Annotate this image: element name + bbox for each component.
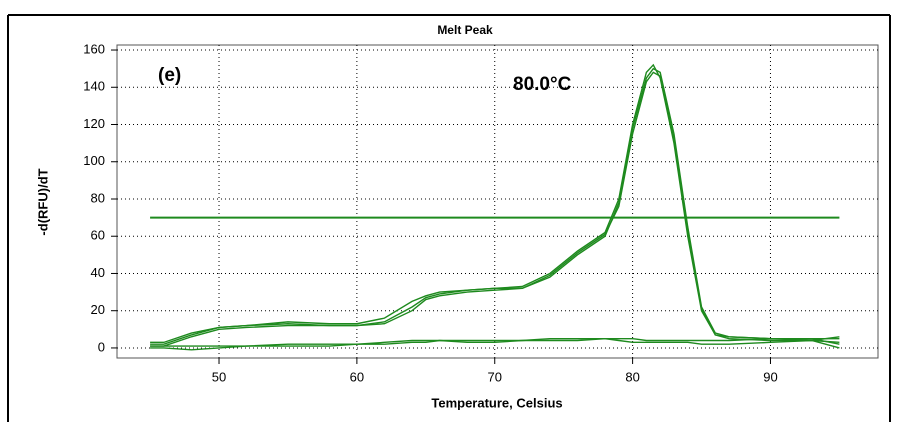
- x-tick-label: 70: [488, 369, 502, 384]
- melt-curve: [150, 337, 840, 349]
- y-tick-label: 160: [83, 41, 105, 56]
- y-axis-label: -d(RFU)/dT: [35, 168, 50, 235]
- plot-area: [116, 44, 879, 359]
- annotation: 80.0°C: [513, 74, 572, 95]
- y-tick-label: 100: [83, 153, 105, 168]
- y-tick-label: 80: [91, 190, 105, 205]
- y-tick-label: 40: [91, 265, 105, 280]
- y-tick-label: 20: [91, 302, 105, 317]
- melt-curve: [150, 337, 840, 351]
- melt-curve: [150, 71, 840, 347]
- x-tick-label: 50: [212, 369, 226, 384]
- chart-title: Melt Peak: [437, 23, 493, 37]
- annotation: (e): [158, 65, 181, 86]
- x-tick-label: 60: [350, 369, 364, 384]
- y-tick-label: 0: [98, 339, 105, 354]
- x-tick-label: 90: [763, 369, 777, 384]
- y-tick-label: 140: [83, 79, 105, 94]
- y-tick-label: 120: [83, 116, 105, 131]
- melt-curve: [150, 63, 840, 344]
- x-axis-label: Temperature, Celsius: [431, 395, 562, 410]
- y-tick-label: 60: [91, 228, 105, 243]
- x-tick-label: 80: [625, 369, 639, 384]
